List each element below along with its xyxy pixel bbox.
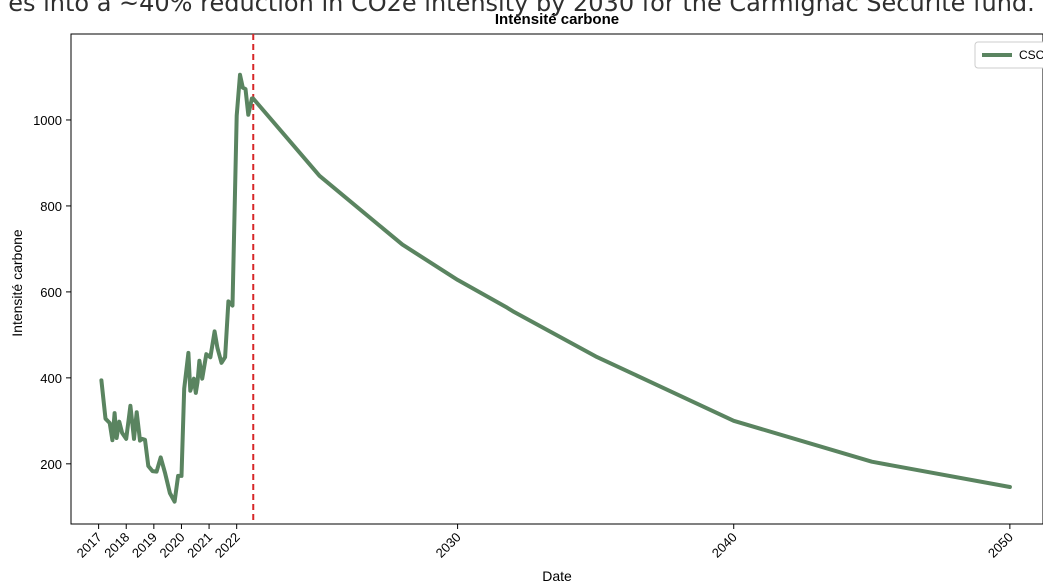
y-tick-label: 800 [40,199,62,214]
x-tick-label: 2017 [74,530,105,561]
x-axis-label: Date [542,568,572,583]
plot-frame [70,33,1043,525]
x-tick-label: 2021 [184,530,215,561]
x-tick-label: 2020 [157,530,188,561]
x-tick-label: 2030 [433,530,464,561]
y-tick-label: 400 [40,371,62,386]
legend: CSC [974,41,1043,69]
x-tick-label: 2018 [101,530,132,561]
x-tick-label: 2022 [212,530,243,561]
caption-text: es into a ~40% reduction in CO2e intensi… [8,0,1035,17]
chart-title: Intensité carbone [495,11,619,28]
plot-area: 200 400 600 800 1000 201720182019202020212022… [33,33,1043,561]
y-axis-label: Intensité carbone [9,229,25,337]
legend-label: CSC [1019,48,1043,62]
y-tick-label: 1000 [33,113,62,128]
y-tick-label: 200 [40,457,62,472]
x-tick-label: 2040 [709,530,740,561]
y-tick-label: 600 [40,285,62,300]
x-tick-label: 2050 [985,530,1016,561]
x-tick-label: 2019 [129,530,160,561]
series-line-csc [99,72,1012,504]
